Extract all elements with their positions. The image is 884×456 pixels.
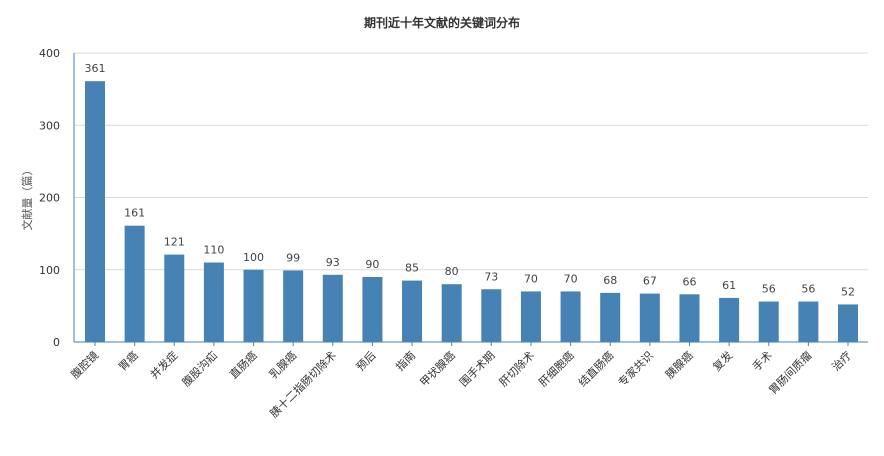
bar bbox=[600, 292, 621, 342]
x-tick-label: 指南 bbox=[393, 348, 418, 373]
data-label: 68 bbox=[603, 274, 617, 287]
x-tick-label: 乳腺癌 bbox=[266, 348, 299, 381]
data-label: 52 bbox=[841, 285, 855, 298]
data-label: 56 bbox=[762, 283, 776, 296]
x-tick-label: 直肠癌 bbox=[226, 348, 259, 381]
y-tick-label: 300 bbox=[39, 119, 60, 132]
x-tick-label: 腹股沟疝 bbox=[179, 348, 220, 389]
x-tick-label: 胰腺癌 bbox=[662, 348, 695, 381]
bar bbox=[322, 274, 343, 342]
data-label: 80 bbox=[445, 265, 459, 278]
data-label: 73 bbox=[484, 270, 498, 283]
bar bbox=[124, 225, 145, 342]
data-label: 121 bbox=[164, 236, 185, 249]
data-label: 110 bbox=[203, 244, 224, 257]
data-label: 70 bbox=[564, 272, 578, 285]
bar bbox=[719, 297, 740, 342]
data-label: 61 bbox=[722, 279, 736, 292]
y-tick-label: 0 bbox=[53, 336, 60, 349]
data-label: 56 bbox=[801, 283, 815, 296]
data-label: 67 bbox=[643, 275, 657, 288]
y-tick-label: 100 bbox=[39, 264, 60, 277]
x-tick-label: 预后 bbox=[354, 349, 379, 374]
bar bbox=[798, 301, 819, 342]
x-tick-label: 围手术期 bbox=[456, 348, 497, 389]
bar bbox=[838, 304, 858, 342]
bar bbox=[362, 276, 383, 342]
data-label: 99 bbox=[286, 251, 300, 264]
bar bbox=[679, 294, 700, 342]
x-tick-label: 复发 bbox=[710, 348, 735, 373]
x-tick-label: 肝切除术 bbox=[496, 348, 537, 389]
x-tick-label: 结直肠癌 bbox=[575, 348, 616, 389]
x-tick-label: 并发症 bbox=[147, 348, 180, 381]
bar bbox=[283, 270, 304, 342]
data-label: 100 bbox=[243, 251, 264, 264]
x-tick-label: 胰十二指肠切除术 bbox=[267, 348, 339, 420]
bar bbox=[560, 291, 581, 342]
bar bbox=[639, 293, 660, 342]
y-axis-label: 文献量（篇） bbox=[20, 165, 34, 231]
x-tick-label: 肝细胞癌 bbox=[536, 348, 577, 389]
bar bbox=[85, 81, 105, 343]
y-tick-label: 400 bbox=[39, 47, 60, 60]
data-label: 93 bbox=[326, 256, 340, 269]
bar bbox=[441, 284, 462, 342]
data-label: 161 bbox=[124, 207, 145, 220]
x-tick-label: 胃癌 bbox=[115, 348, 140, 373]
x-tick-label: 胃肠间质瘤 bbox=[766, 348, 815, 397]
x-tick-label: 甲状腺癌 bbox=[417, 348, 458, 389]
bar bbox=[520, 291, 541, 342]
chart-title: 期刊近十年文献的关键词分布 bbox=[363, 16, 520, 30]
bar bbox=[402, 280, 423, 342]
y-tick-label: 200 bbox=[39, 192, 60, 205]
bar bbox=[164, 254, 185, 342]
bar bbox=[758, 301, 779, 342]
bar bbox=[243, 269, 264, 342]
bar bbox=[203, 262, 224, 342]
data-label: 70 bbox=[524, 272, 538, 285]
x-tick-label: 手术 bbox=[749, 348, 774, 373]
x-tick-label: 专家共识 bbox=[615, 348, 656, 389]
data-label: 90 bbox=[365, 258, 379, 271]
bar bbox=[481, 289, 502, 342]
data-label: 85 bbox=[405, 262, 419, 275]
x-tick-label: 腹腔镜 bbox=[68, 348, 101, 381]
x-tick-label: 治疗 bbox=[829, 348, 854, 373]
data-label: 66 bbox=[682, 275, 696, 288]
data-label: 361 bbox=[85, 62, 106, 75]
